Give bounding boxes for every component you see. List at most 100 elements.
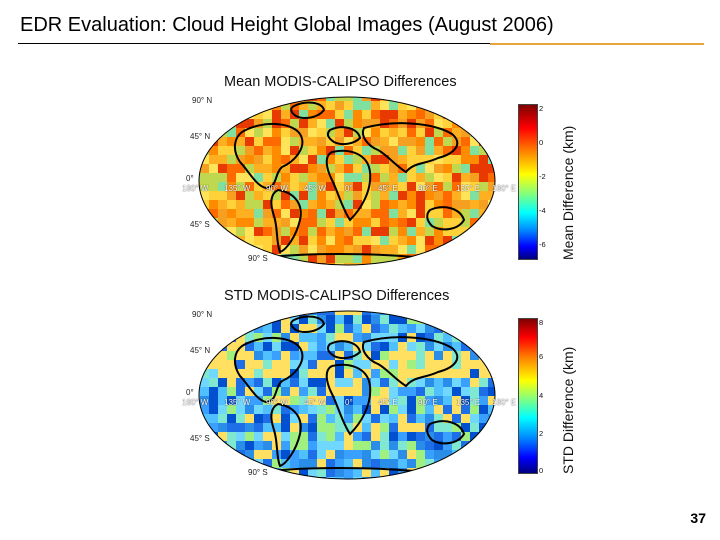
map-cell — [317, 245, 326, 254]
map-cell — [506, 137, 512, 146]
map-cell — [380, 155, 389, 164]
map-cell — [461, 119, 470, 128]
map-cell — [488, 191, 495, 200]
map-cell — [200, 333, 209, 342]
map-cell — [308, 173, 317, 182]
map-cell — [497, 137, 506, 146]
map-cell — [425, 315, 434, 324]
std-cb-tick: 0 — [539, 466, 544, 475]
map-cell — [407, 477, 416, 479]
map-cell — [371, 441, 380, 450]
map-cell — [479, 110, 488, 119]
map-cell — [443, 423, 452, 432]
map-cell — [236, 200, 245, 209]
map-cell — [371, 342, 380, 351]
map-cell — [371, 450, 380, 459]
map-cell — [290, 414, 299, 423]
map-cell — [272, 182, 281, 191]
map-cell — [452, 155, 461, 164]
map-cell — [227, 441, 236, 450]
map-cell — [506, 324, 512, 333]
map-cell — [245, 351, 254, 360]
map-cell — [497, 209, 506, 218]
map-cell — [452, 468, 461, 477]
map-cell — [434, 441, 443, 450]
map-cell — [380, 396, 389, 405]
map-cell — [317, 360, 326, 369]
mean-lat-label-45s: 45° S — [190, 220, 210, 229]
map-cell — [281, 369, 290, 378]
std-lon-label-0: 0° — [345, 398, 353, 407]
map-cell — [416, 128, 425, 137]
map-cell — [344, 423, 353, 432]
map-cell — [236, 137, 245, 146]
map-cell — [308, 245, 317, 254]
map-cell — [389, 209, 398, 218]
map-cell — [335, 182, 344, 191]
map-cell — [200, 360, 209, 369]
map-cell — [308, 200, 317, 209]
map-cell — [236, 227, 245, 236]
map-cell — [182, 333, 191, 342]
map-cell — [488, 396, 495, 405]
map-cell — [308, 441, 317, 450]
map-cell — [182, 119, 191, 128]
map-cell — [344, 387, 353, 396]
map-cell — [452, 405, 461, 414]
map-cell — [416, 423, 425, 432]
map-cell — [389, 315, 398, 324]
map-cell — [245, 414, 254, 423]
map-cell — [182, 263, 191, 270]
map-cell — [272, 459, 281, 468]
map-cell — [425, 110, 434, 119]
map-cell — [227, 209, 236, 218]
map-cell — [380, 315, 389, 324]
map-cell — [425, 324, 434, 333]
map-cell — [479, 128, 488, 137]
map-cell — [335, 311, 344, 315]
map-cell — [371, 254, 380, 263]
map-cell — [380, 146, 389, 155]
map-cell — [416, 236, 425, 245]
map-cell — [380, 191, 389, 200]
map-cell — [199, 164, 200, 173]
map-cell — [443, 101, 452, 110]
map-cell — [335, 387, 344, 396]
map-cell — [479, 245, 488, 254]
map-cell — [263, 110, 272, 119]
std-colorbar-label: STD Difference (km) — [560, 346, 576, 474]
map-cell — [290, 360, 299, 369]
map-cell — [245, 191, 254, 200]
map-cell — [326, 200, 335, 209]
map-cell — [362, 441, 371, 450]
map-cell — [254, 236, 263, 245]
map-cell — [281, 315, 290, 324]
map-cell — [218, 218, 227, 227]
map-cell — [407, 450, 416, 459]
map-cell — [317, 110, 326, 119]
map-cell — [218, 459, 227, 468]
map-cell — [200, 191, 209, 200]
map-cell — [380, 137, 389, 146]
map-cell — [506, 92, 512, 101]
map-cell — [389, 360, 398, 369]
map-cell — [362, 396, 371, 405]
map-cell — [497, 200, 506, 209]
map-cell — [443, 315, 452, 324]
map-cell — [290, 97, 299, 101]
map-cell — [344, 378, 353, 387]
map-cell — [425, 405, 434, 414]
map-cell — [398, 450, 407, 459]
map-cell — [317, 468, 326, 477]
map-cell — [434, 155, 443, 164]
map-cell — [272, 236, 281, 245]
map-cell — [488, 324, 495, 333]
map-cell — [263, 414, 272, 423]
map-cell — [362, 119, 371, 128]
map-cell — [263, 227, 272, 236]
map-cell — [353, 173, 362, 182]
map-cell — [209, 227, 218, 236]
map-cell — [335, 369, 344, 378]
map-cell — [407, 405, 416, 414]
map-cell — [218, 209, 227, 218]
